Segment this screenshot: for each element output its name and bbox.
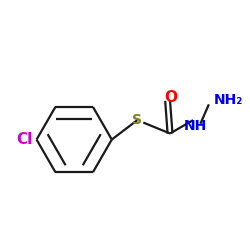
Text: Cl: Cl [16,132,32,147]
Text: NH₂: NH₂ [214,92,243,106]
Text: O: O [164,90,177,104]
Text: S: S [132,113,142,127]
Text: NH: NH [184,119,207,133]
